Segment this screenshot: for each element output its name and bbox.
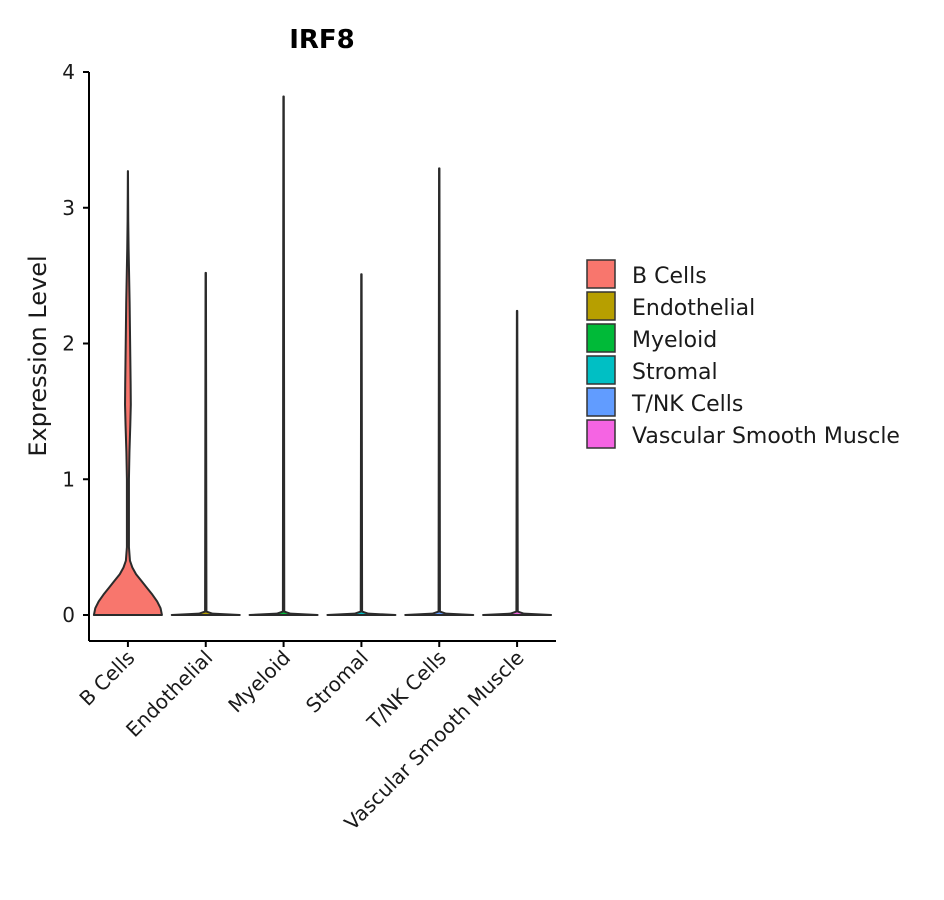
chart-title: IRF8	[289, 25, 355, 55]
violin-vascular-smooth-muscle	[482, 309, 553, 616]
legend-label: Vascular Smooth Muscle	[632, 424, 900, 449]
legend: B Cells Endothelial Myeloid Stromal T/NK Cel…	[586, 259, 900, 449]
violin-t-nk-cells	[404, 167, 475, 616]
legend-swatch	[586, 355, 616, 385]
legend-swatch	[586, 419, 616, 449]
y-tick-label: 0	[62, 603, 75, 627]
violin-b-cells	[92, 170, 163, 616]
legend-swatch	[586, 387, 616, 417]
legend-label: B Cells	[632, 264, 707, 289]
y-axis-title: Expression Level	[24, 255, 52, 456]
violin-endothelial	[170, 271, 241, 616]
y-tick-label: 3	[62, 196, 75, 220]
y-tick-label: 2	[62, 332, 75, 356]
legend-swatch	[586, 323, 616, 353]
x-tick-label: Myeloid	[223, 646, 295, 718]
legend-label: Stromal	[632, 360, 718, 385]
legend-label: Myeloid	[632, 328, 717, 353]
x-tick-label: B Cells	[74, 646, 139, 711]
legend-label: Endothelial	[632, 296, 755, 321]
legend-swatch	[586, 259, 616, 289]
y-tick-label: 4	[62, 60, 75, 84]
violin-myeloid	[248, 95, 319, 616]
legend-label: T/NK Cells	[631, 392, 743, 417]
x-tick-label: Stromal	[301, 646, 373, 718]
violin-stromal	[326, 273, 397, 616]
legend-swatch	[586, 291, 616, 321]
y-tick-label: 1	[62, 467, 75, 491]
